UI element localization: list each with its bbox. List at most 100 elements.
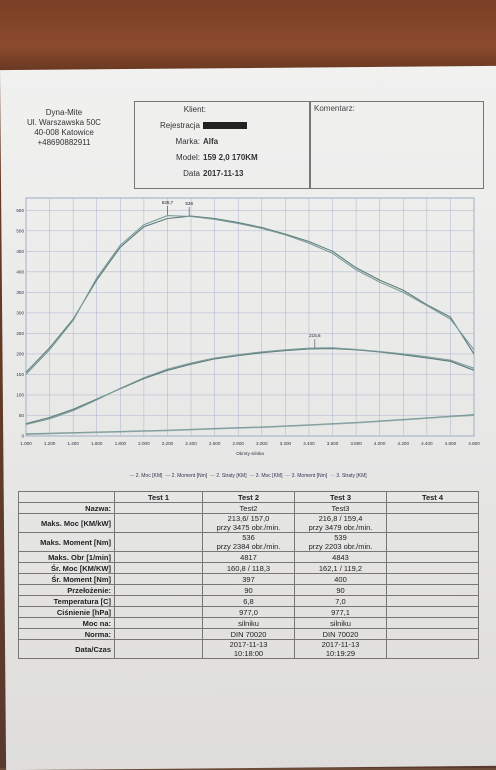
table-header-cell bbox=[18, 491, 115, 503]
y-tick-label: 150 bbox=[16, 372, 24, 377]
table-cell: 4817 bbox=[202, 551, 295, 563]
table-cell bbox=[114, 595, 203, 607]
table-cell bbox=[114, 502, 203, 514]
comment-box: Komentarz: bbox=[309, 101, 484, 189]
table-cell bbox=[386, 617, 479, 629]
table-cell bbox=[114, 584, 203, 596]
table-row: Temperatura [C] 6,8 7,0 bbox=[18, 595, 479, 607]
table-row: Przełożenie: 90 90 bbox=[18, 584, 479, 596]
table-row: Śr. Moc [KM/KW] 160,8 / 118,3 162,1 / 11… bbox=[18, 562, 479, 574]
x-tick-label: 1.000 bbox=[20, 441, 32, 446]
table-cell: silniku bbox=[202, 617, 295, 629]
annotation-label: 536 bbox=[185, 201, 193, 206]
series-line-2 bbox=[25, 215, 475, 373]
cell-line: 10:19:29 bbox=[325, 649, 356, 658]
date-label: Data bbox=[183, 169, 200, 178]
table-cell bbox=[114, 562, 203, 574]
table-cell bbox=[386, 595, 479, 607]
y-tick-label: 450 bbox=[16, 249, 24, 254]
table-cell: 2017-11-13 10:19:29 bbox=[294, 639, 387, 659]
table-cell: 7,0 bbox=[294, 595, 387, 607]
row-label: Śr. Moc [KM/KW] bbox=[18, 562, 115, 574]
make-value: Alfa bbox=[203, 137, 219, 146]
x-tick-label: 2.200 bbox=[162, 441, 174, 446]
cell-line: 216,8 / 159,4 bbox=[318, 514, 363, 523]
table-header-cell: Test 4 bbox=[386, 491, 479, 503]
table-cell bbox=[114, 551, 203, 563]
table-cell bbox=[114, 639, 203, 659]
cell-line: przy 3475 obr./min. bbox=[216, 523, 281, 532]
table-cell bbox=[114, 617, 203, 629]
registration-row: Rejestracja bbox=[135, 121, 310, 135]
table-header-cell: Test 1 bbox=[114, 491, 203, 503]
table-cell: 216,8 / 159,4 przy 3479 obr./min. bbox=[294, 513, 387, 533]
table-cell: DIN 70020 bbox=[202, 628, 295, 640]
table-cell bbox=[386, 639, 479, 659]
table-cell: Test2 bbox=[202, 502, 295, 514]
series-line-3 bbox=[25, 414, 475, 435]
cell-line: 2017-11-13 bbox=[229, 640, 268, 649]
series-line-4 bbox=[25, 347, 475, 426]
make-label: Marka: bbox=[175, 137, 200, 146]
x-tick-label: 4.400 bbox=[421, 441, 433, 446]
table-cell bbox=[386, 584, 479, 596]
row-label: Temperatura [C] bbox=[18, 595, 115, 607]
row-label: Moc na: bbox=[18, 617, 115, 629]
table-header-cell: Test 3 bbox=[294, 491, 387, 503]
table-cell bbox=[114, 532, 203, 552]
series-line-5 bbox=[25, 215, 475, 375]
table-cell: 536 przy 2384 obr./min. bbox=[202, 532, 295, 552]
registration-redacted bbox=[203, 121, 247, 130]
row-label: Maks. Moment [Nm] bbox=[18, 532, 115, 552]
company-phone: +48690882911 bbox=[37, 138, 91, 147]
table-cell: 977,1 bbox=[294, 606, 387, 618]
company-address: Dyna-Mite Ul. Warszawska 50C 40-008 Kato… bbox=[12, 108, 116, 148]
cell-line: 10:18:00 bbox=[233, 649, 264, 658]
table-cell bbox=[386, 628, 479, 640]
table-cell: Test3 bbox=[294, 502, 387, 514]
table-row: Maks. Moc [KM/kW] 213,6/ 157,0 przy 3475 … bbox=[18, 513, 479, 533]
table-cell: 90 bbox=[202, 584, 295, 596]
table-cell: 977,0 bbox=[202, 606, 295, 618]
table-cell: 160,8 / 118,3 bbox=[202, 562, 295, 574]
series-line-1 bbox=[25, 348, 475, 425]
table-cell: 4843 bbox=[294, 551, 387, 563]
x-tick-label: 3.000 bbox=[256, 441, 268, 446]
table-cell bbox=[114, 513, 203, 533]
legend-item-3: 2. Straty [KM] bbox=[216, 473, 247, 479]
cell-line: 2017-11-13 bbox=[321, 640, 360, 649]
model-value: 159 2,0 170KM bbox=[203, 153, 258, 162]
legend-item-2: 2. Moment [Nm] bbox=[171, 473, 208, 479]
row-label: Nazwa: bbox=[18, 502, 115, 514]
date-row: Data 2017-11-13 bbox=[135, 169, 310, 183]
cell-line: przy 2203 obr./min. bbox=[308, 542, 373, 551]
table-cell bbox=[386, 573, 479, 585]
table-cell: 539 przy 2203 obr./min. bbox=[294, 532, 387, 552]
cell-line: przy 2384 obr./min. bbox=[216, 542, 281, 551]
client-info-box: Klient: Rejestracja Marka: Alfa Model: 1… bbox=[134, 101, 311, 189]
y-tick-label: 250 bbox=[16, 331, 24, 336]
table-cell: 213,6/ 157,0 przy 3475 obr./min. bbox=[202, 513, 295, 533]
comment-label: Komentarz: bbox=[314, 104, 355, 113]
table-cell: 162,1 / 119,2 bbox=[294, 562, 387, 574]
x-tick-label: 2.600 bbox=[209, 441, 221, 446]
table-cell: silniku bbox=[294, 617, 387, 629]
company-name: Dyna-Mite bbox=[45, 108, 83, 117]
row-label: Maks. Moc [KM/kW] bbox=[18, 513, 115, 533]
chart-legend: — 2. Moc [KM] — 2. Moment [Nm] — 2. Stra… bbox=[129, 473, 367, 479]
table-cell: 400 bbox=[294, 573, 387, 585]
row-label: Przełożenie: bbox=[18, 584, 115, 596]
x-tick-label: 4.600 bbox=[445, 441, 457, 446]
row-label: Norma: bbox=[18, 628, 115, 640]
table-cell bbox=[386, 606, 479, 618]
row-label: Data/Czas bbox=[18, 639, 115, 659]
y-tick-label: 300 bbox=[16, 310, 24, 315]
date-value: 2017-11-13 bbox=[203, 169, 244, 178]
model-label: Model: bbox=[175, 153, 200, 162]
x-tick-label: 3.800 bbox=[350, 441, 362, 446]
y-tick-label: 550 bbox=[16, 208, 24, 213]
table-row: Nazwa: Test2 Test3 bbox=[18, 502, 479, 514]
table-cell bbox=[386, 513, 479, 533]
table-cell: 397 bbox=[202, 573, 295, 585]
legend-item-4: 3. Moc [KM] bbox=[255, 473, 283, 479]
